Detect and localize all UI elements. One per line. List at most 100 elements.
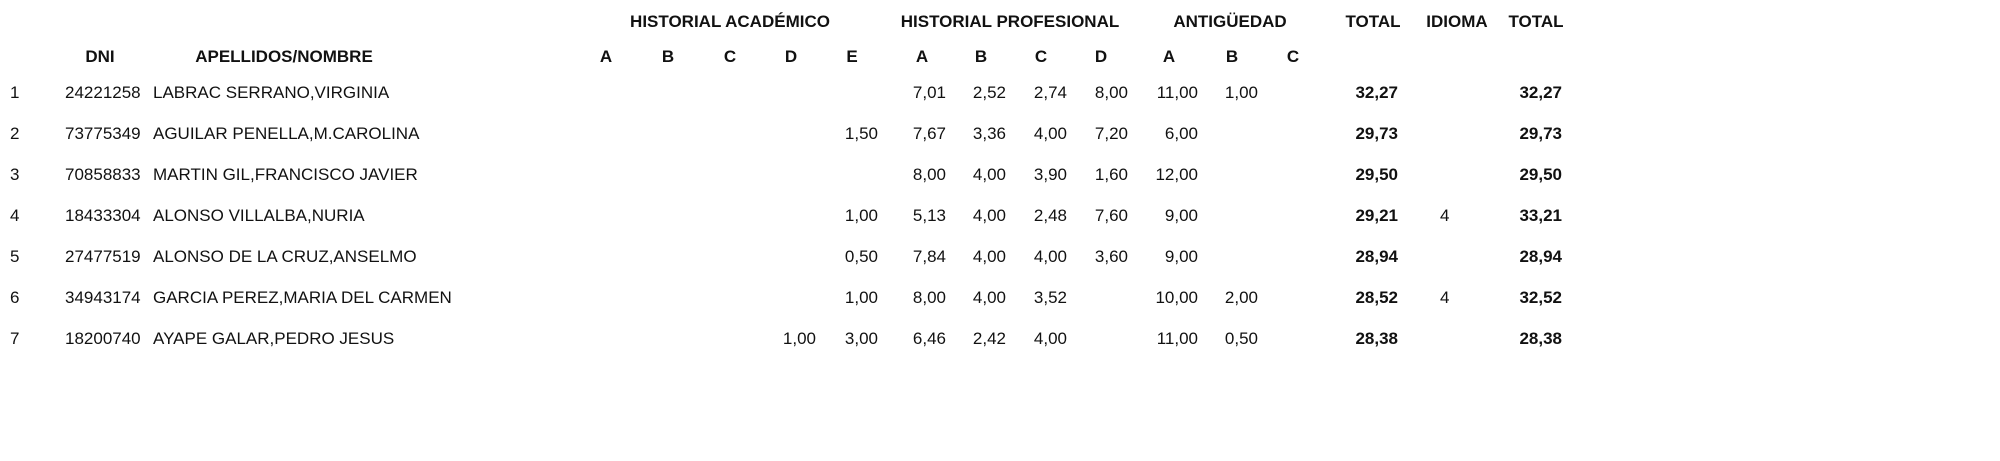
group-header: ANTIGÜEDAD (1173, 12, 1287, 31)
cell: 24221258 (65, 83, 141, 102)
cell: 3,36 (972, 124, 1006, 143)
cell: 2,52 (972, 83, 1006, 102)
cell: 0,50 (844, 247, 878, 266)
group-header: TOTAL (1508, 12, 1564, 31)
cell: 3 (10, 165, 20, 184)
cell: 0,50 (1224, 329, 1258, 348)
cell: GARCIA PEREZ,MARIA DEL CARMEN (153, 288, 452, 307)
cell: 4,00 (1033, 329, 1067, 348)
column-header: C (1034, 47, 1048, 66)
column-header: A (1162, 47, 1176, 66)
cell: 3,90 (1033, 165, 1067, 184)
cell: 32,27 (1519, 83, 1562, 102)
cell: 29,21 (1355, 206, 1398, 225)
column-header: A (915, 47, 929, 66)
cell: 29,50 (1519, 165, 1562, 184)
cell: 3,60 (1094, 247, 1128, 266)
cell: 8,00 (912, 165, 946, 184)
cell: 8,00 (1094, 83, 1128, 102)
group-header: HISTORIAL PROFESIONAL (900, 12, 1120, 31)
cell: 6 (10, 288, 20, 307)
column-header: B (661, 47, 675, 66)
cell: 28,52 (1355, 288, 1398, 307)
cell: 2,74 (1033, 83, 1067, 102)
cell: 33,21 (1519, 206, 1562, 225)
cell: 4 (1440, 206, 1450, 225)
cell: 2 (10, 124, 20, 143)
cell: 32,27 (1355, 83, 1398, 102)
cell: 2,00 (1224, 288, 1258, 307)
cell: 4,00 (1033, 124, 1067, 143)
cell: 12,00 (1155, 165, 1198, 184)
cell: 18200740 (65, 329, 141, 348)
cell: 4,00 (972, 247, 1006, 266)
cell: 34943174 (65, 288, 141, 307)
cell: 6,00 (1164, 124, 1198, 143)
cell: 29,73 (1355, 124, 1398, 143)
cell: 1,00 (1224, 83, 1258, 102)
column-header: C (723, 47, 737, 66)
cell: 5,13 (912, 206, 946, 225)
column-header: B (1225, 47, 1239, 66)
cell: 4,00 (972, 165, 1006, 184)
cell: 3,52 (1033, 288, 1067, 307)
cell: LABRAC SERRANO,VIRGINIA (153, 83, 390, 102)
cell: 1 (10, 83, 20, 102)
cell: 28,94 (1519, 247, 1562, 266)
cell: 7,60 (1094, 206, 1128, 225)
column-header: E (846, 47, 858, 66)
cell: 7 (10, 329, 20, 348)
cell: 70858833 (65, 165, 141, 184)
cell: 7,20 (1094, 124, 1128, 143)
cell: 29,50 (1355, 165, 1398, 184)
cell: AGUILAR PENELLA,M.CAROLINA (153, 124, 420, 143)
cell: 11,00 (1156, 83, 1198, 102)
column-header: DNI (85, 47, 115, 66)
cell: 9,00 (1164, 206, 1198, 225)
cell: 4 (1440, 288, 1450, 307)
column-header: A (599, 47, 613, 66)
cell: 7,01 (912, 83, 946, 102)
cell: MARTIN GIL,FRANCISCO JAVIER (153, 165, 418, 184)
cell: 1,00 (782, 329, 816, 348)
cell: 6,46 (912, 329, 946, 348)
cell: 4 (10, 206, 20, 225)
column-header: APELLIDOS/NOMBRE (195, 47, 373, 66)
cell: ALONSO DE LA CRUZ,ANSELMO (153, 247, 417, 266)
cell: AYAPE GALAR,PEDRO JESUS (153, 329, 395, 348)
cell: 7,67 (912, 124, 946, 143)
cell: 4,00 (1033, 247, 1067, 266)
cell: 27477519 (65, 247, 141, 266)
group-header: TOTAL (1345, 12, 1401, 31)
cell: 28,94 (1355, 247, 1398, 266)
cell: 10,00 (1155, 288, 1198, 307)
group-header: IDIOMA (1426, 12, 1488, 31)
cell: 2,42 (972, 329, 1006, 348)
cell: 4,00 (972, 206, 1006, 225)
cell: 7,84 (912, 247, 946, 266)
cell: 18433304 (65, 206, 141, 225)
cell: 1,00 (844, 206, 878, 225)
group-header: HISTORIAL ACADÉMICO (630, 12, 830, 31)
column-header: C (1286, 47, 1300, 66)
cell: 1,00 (844, 288, 878, 307)
cell: 1,60 (1094, 165, 1128, 184)
column-header: B (974, 47, 988, 66)
cell: 4,00 (972, 288, 1006, 307)
cell: 5 (10, 247, 20, 266)
cell: 3,00 (844, 329, 878, 348)
cell: 8,00 (912, 288, 946, 307)
cell: ALONSO VILLALBA,NURIA (153, 206, 365, 225)
cell: 11,00 (1156, 329, 1198, 348)
cell: 1,50 (844, 124, 878, 143)
cell: 28,38 (1519, 329, 1562, 348)
cell: 28,38 (1355, 329, 1398, 348)
cell: 29,73 (1519, 124, 1562, 143)
cell: 2,48 (1033, 206, 1067, 225)
column-header: D (784, 47, 798, 66)
cell: 73775349 (65, 124, 141, 143)
cell: 32,52 (1519, 288, 1562, 307)
cell: 9,00 (1164, 247, 1198, 266)
column-header: D (1094, 47, 1108, 66)
